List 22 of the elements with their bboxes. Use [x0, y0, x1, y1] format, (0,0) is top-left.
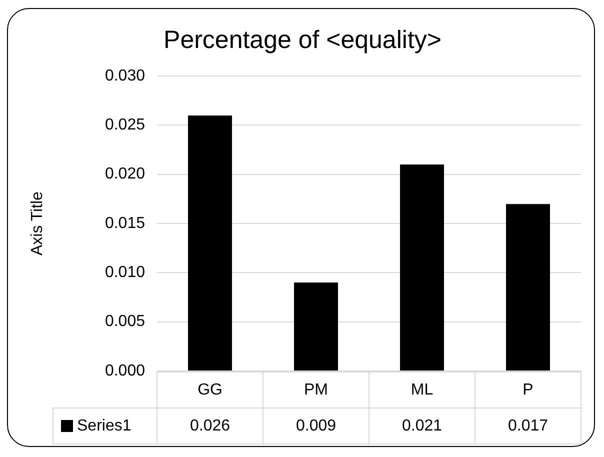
y-tick-label: 0.030 — [104, 67, 146, 84]
chart-title: Percentage of <equality> — [164, 26, 442, 54]
bar — [294, 282, 338, 370]
bar — [188, 115, 232, 370]
y-tick-label: 0.025 — [104, 116, 146, 134]
data-label: 0.026 — [190, 417, 230, 434]
x-tick-label: P — [522, 381, 534, 398]
x-tick-label: PM — [304, 381, 328, 398]
bar — [506, 204, 550, 370]
y-tick-label: 0.015 — [104, 214, 146, 232]
y-tick-label: 0.010 — [104, 264, 146, 282]
y-tick-label: 0.020 — [104, 166, 146, 183]
data-label: 0.021 — [402, 417, 442, 434]
y-tick-label: 0.005 — [104, 313, 146, 330]
x-tick-label: ML — [410, 381, 434, 398]
data-label: 0.009 — [296, 417, 336, 434]
x-tick-label: GG — [198, 381, 222, 398]
legend-label: Series1 — [77, 417, 132, 434]
y-tick-label: 0.000 — [104, 362, 146, 380]
bar — [400, 164, 444, 370]
y-axis-title: Axis Title — [29, 191, 46, 256]
data-label: 0.017 — [508, 417, 548, 434]
